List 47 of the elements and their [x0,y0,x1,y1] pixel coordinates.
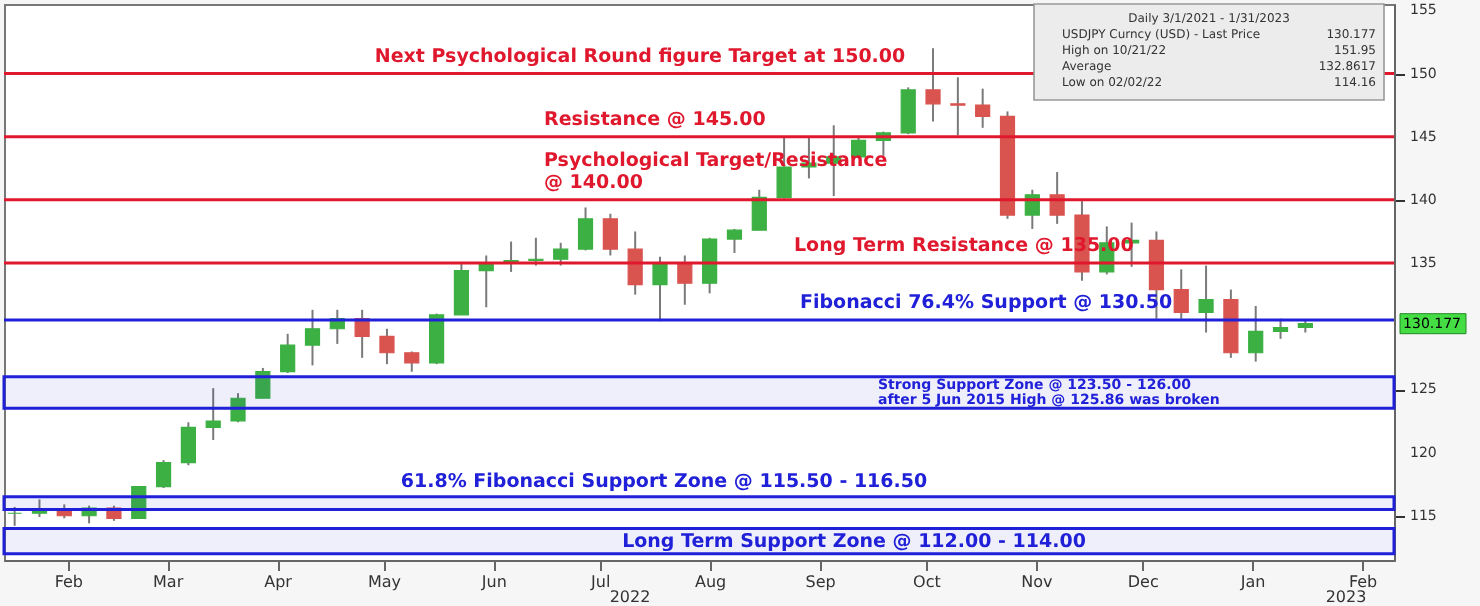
candlestick [131,486,147,519]
candlestick [627,230,643,296]
x-tick-label: Apr [264,573,294,591]
x-tick-label: Jun [479,573,507,591]
band-label: Long Term Support Zone @ 112.00 - 114.00 [622,531,1087,554]
candlestick [304,308,321,367]
candlestick [155,459,172,489]
x-tick-label: Nov [1021,573,1053,591]
x-tick-label: Aug [695,573,727,591]
candlestick [404,350,420,373]
candlestick [1248,305,1264,363]
x-tick-label: Jan [1238,573,1266,591]
x-tick-label: Jul [589,573,611,591]
candlestick [230,392,246,424]
candlestick [751,188,767,232]
candlestick [180,421,196,467]
candlestick [453,262,470,316]
candlestick [602,212,618,257]
candlestick [553,241,569,267]
candlestick [1272,317,1289,340]
x-tick-label: Oct [913,573,941,591]
x-tick-label: Feb [54,573,83,591]
candlestick [925,47,941,123]
candlestick [1173,268,1189,320]
text: 2022 [609,588,651,606]
candlestick [354,308,370,359]
candlestick [900,86,916,136]
x-tick-label: Sep [805,573,836,591]
x-tick-label: Feb [1348,573,1378,591]
candlestick [702,236,718,295]
candlestick [726,227,743,254]
candlestick [950,76,966,137]
candlestick [577,206,594,252]
x-tick-label: Mar [153,573,185,591]
candlestick [280,332,296,374]
text: 2023 [1325,588,1367,606]
candlestick [379,327,395,366]
x-tick-label: May [367,573,402,591]
candlestick [255,366,271,400]
ref-line-label: Next Psychological Round figure Target at 150.00 [374,45,907,68]
candlestick [205,387,221,441]
band-label: 61.8% Fibonacci Support Zone @ 115.50 - 116.50 [400,470,928,493]
ref-line-label: Resistance @ 145.00 [544,108,767,131]
candlestick [652,255,668,323]
candlestick [975,87,991,129]
candlestick [1198,264,1214,334]
x-tick-label: Dec [1127,573,1159,591]
